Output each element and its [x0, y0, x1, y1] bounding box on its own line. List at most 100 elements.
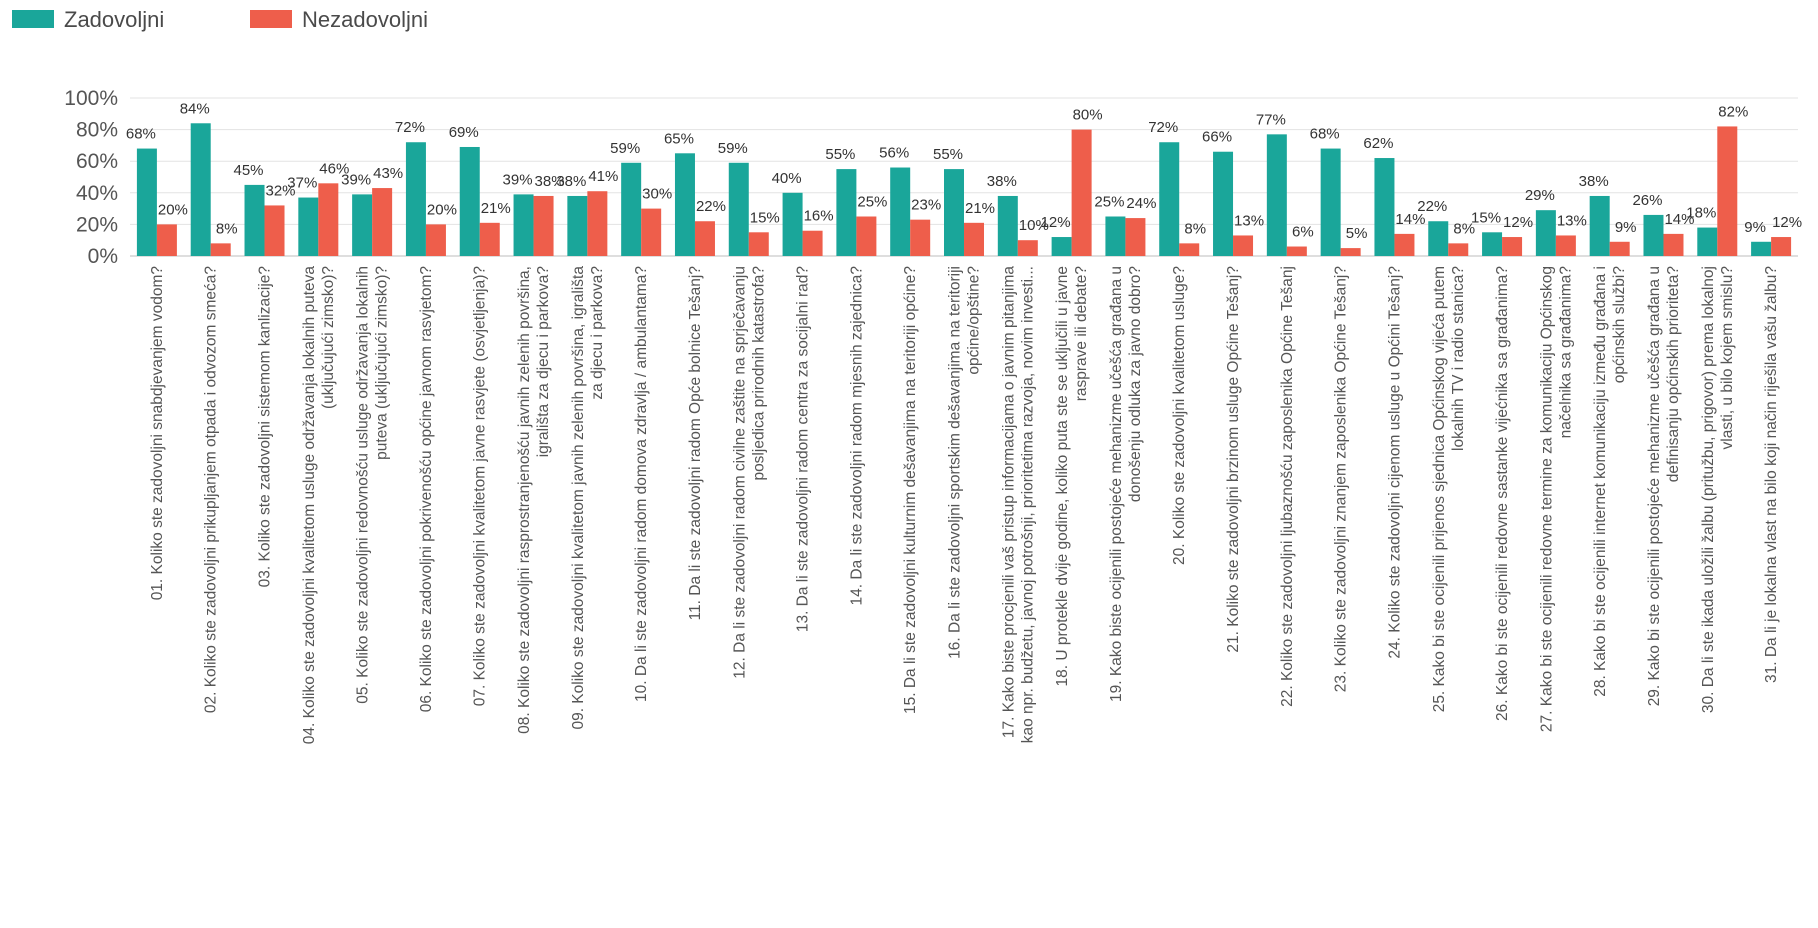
bar-zadovoljni-18 — [1051, 237, 1072, 256]
label-nezadovoljni-30: 82% — [1718, 103, 1748, 120]
y-tick-label: 80% — [76, 119, 118, 142]
label-nezadovoljni-24: 14% — [1395, 211, 1425, 228]
label-nezadovoljni-12: 15% — [750, 209, 780, 226]
data-labels: 68%20%84%8%45%32%37%46%39% 43%72%20%69%21… — [126, 100, 1802, 242]
label-nezadovoljni-13: 16% — [804, 208, 834, 225]
bar-nezadovoljni-19 — [1125, 218, 1146, 256]
category-label-31: 31. Da li je lokalna vlast na bilo koji … — [1763, 266, 1780, 683]
label-nezadovoljni-21: 13% — [1234, 212, 1264, 229]
bar-nezadovoljni-20 — [1179, 243, 1200, 256]
bar-zadovoljni-5 — [352, 194, 373, 256]
label-nezadovoljni-31: 12% — [1772, 214, 1802, 231]
category-label-3: 03. Koliko ste zadovoljni sistemom kanli… — [257, 266, 274, 588]
category-label-25: 25. Kako bi ste ocijenili prijenos sjedn… — [1431, 266, 1448, 712]
category-label-9: za djecu i parkova? — [589, 266, 606, 400]
legend-swatch-2 — [250, 10, 292, 28]
bar-nezadovoljni-15 — [910, 219, 931, 256]
bar-nezadovoljni-3 — [264, 205, 285, 256]
bar-nezadovoljni-17 — [1017, 240, 1038, 256]
label-nezadovoljni-17: 10% — [1019, 217, 1049, 234]
label-zadovoljni-20: 72% — [1148, 119, 1178, 136]
bar-zadovoljni-31 — [1751, 241, 1772, 256]
label-zadovoljni-24: 62% — [1363, 135, 1393, 152]
bar-zadovoljni-2 — [190, 123, 211, 256]
label-zadovoljni-16: 55% — [933, 146, 963, 163]
bar-zadovoljni-28 — [1589, 195, 1610, 256]
bar-nezadovoljni-31 — [1771, 237, 1792, 256]
bar-zadovoljni-25 — [1428, 221, 1449, 256]
category-label-30: 30. Da li ste ikada uložili žalbu (pritu… — [1700, 266, 1717, 713]
label-zadovoljni-4: 37% — [287, 175, 317, 192]
category-label-12: posljedica prirodnih katastrofa? — [750, 266, 767, 481]
category-label-30: vlasti, u bilo kojem smislu? — [1719, 266, 1736, 450]
bar-zadovoljni-24 — [1374, 158, 1395, 256]
category-label-21: 21. Koliko ste zadovoljni brzinom usluge… — [1225, 266, 1242, 653]
label-zadovoljni-27: 29% — [1525, 187, 1555, 204]
label-zadovoljni-31: 9% — [1744, 219, 1766, 236]
label-nezadovoljni-23: 5% — [1346, 225, 1368, 242]
category-label-4: (uključujući zimsko)? — [320, 266, 337, 409]
label-nezadovoljni-27: 13% — [1557, 212, 1587, 229]
label-zadovoljni-5: 39% — [341, 171, 371, 188]
label-nezadovoljni-5: 43% — [373, 165, 403, 182]
label-nezadovoljni-7: 21% — [481, 200, 511, 217]
category-label-12: 12. Da li ste zadovoljni radom civilne z… — [731, 266, 748, 679]
label-nezadovoljni-15: 23% — [911, 197, 941, 214]
label-zadovoljni-9: 38% — [556, 173, 586, 190]
category-label-16: općine/opštine? — [966, 266, 983, 375]
bar-zadovoljni-20 — [1159, 142, 1180, 256]
category-label-29: 29. Kako bi ste ocijenili postojeće meha… — [1646, 266, 1663, 706]
category-label-8: 08. Koliko ste zadovoljni rasprostranjen… — [516, 266, 533, 734]
bar-zadovoljni-12 — [728, 162, 749, 256]
bar-zadovoljni-22 — [1266, 134, 1287, 256]
label-nezadovoljni-22: 6% — [1292, 224, 1314, 241]
label-zadovoljni-7: 69% — [449, 124, 479, 141]
category-label-19: 19. Kako biste ocijenili postojeće mehan… — [1108, 266, 1125, 702]
x-axis: 01. Koliko ste zadovoljni snabdjevanjem … — [149, 266, 1780, 745]
category-label-28: općinskih službi? — [1611, 266, 1628, 384]
category-label-20: 20. Koliko ste zadovoljni kvalitetom usl… — [1171, 266, 1188, 565]
bar-nezadovoljni-30 — [1717, 126, 1738, 256]
label-nezadovoljni-28: 9% — [1615, 219, 1637, 236]
bar-nezadovoljni-7 — [479, 222, 500, 256]
bar-zadovoljni-21 — [1213, 151, 1234, 256]
bar-nezadovoljni-13 — [802, 230, 823, 256]
y-tick-label: 60% — [76, 150, 118, 173]
label-zadovoljni-3: 45% — [234, 162, 264, 179]
bar-zadovoljni-29 — [1643, 214, 1664, 256]
legend-label-2: Nezadovoljni — [302, 7, 428, 32]
label-zadovoljni-8: 39% — [503, 171, 533, 188]
bar-zadovoljni-4 — [298, 197, 319, 256]
bar-nezadovoljni-5 — [372, 188, 393, 256]
label-nezadovoljni-19: 24% — [1126, 195, 1156, 212]
bar-nezadovoljni-12 — [748, 232, 769, 256]
category-label-1: 01. Koliko ste zadovoljni snabdjevanjem … — [149, 266, 166, 601]
bar-nezadovoljni-23 — [1340, 248, 1361, 256]
label-nezadovoljni-14: 25% — [857, 194, 887, 211]
bar-zadovoljni-15 — [890, 167, 911, 256]
category-label-29: definisanju općinskih prioriteta? — [1665, 266, 1682, 483]
bar-zadovoljni-16 — [944, 169, 964, 256]
category-label-5: puteva (uključujući zimsko)? — [374, 266, 391, 460]
bar-nezadovoljni-1 — [156, 224, 177, 256]
label-nezadovoljni-9: 41% — [588, 168, 618, 185]
bars — [136, 123, 1792, 256]
bar-zadovoljni-1 — [136, 148, 157, 256]
bar-zadovoljni-26 — [1482, 232, 1503, 256]
label-zadovoljni-17: 38% — [987, 173, 1017, 190]
label-nezadovoljni-10: 30% — [642, 186, 672, 203]
bar-zadovoljni-13 — [782, 192, 803, 256]
bar-zadovoljni-17 — [997, 195, 1018, 256]
label-nezadovoljni-25: 8% — [1453, 220, 1475, 237]
bar-zadovoljni-9 — [567, 195, 588, 256]
bar-nezadovoljni-26 — [1502, 237, 1523, 256]
category-label-27: načelnika sa građanima? — [1557, 266, 1574, 439]
bar-nezadovoljni-11 — [694, 221, 715, 256]
label-zadovoljni-26: 15% — [1471, 209, 1501, 226]
label-nezadovoljni-8: 38% — [535, 173, 565, 190]
label-zadovoljni-15: 56% — [879, 145, 909, 162]
label-zadovoljni-22: 77% — [1256, 111, 1286, 128]
bar-nezadovoljni-10 — [641, 208, 662, 256]
bar-nezadovoljni-21 — [1233, 235, 1254, 256]
